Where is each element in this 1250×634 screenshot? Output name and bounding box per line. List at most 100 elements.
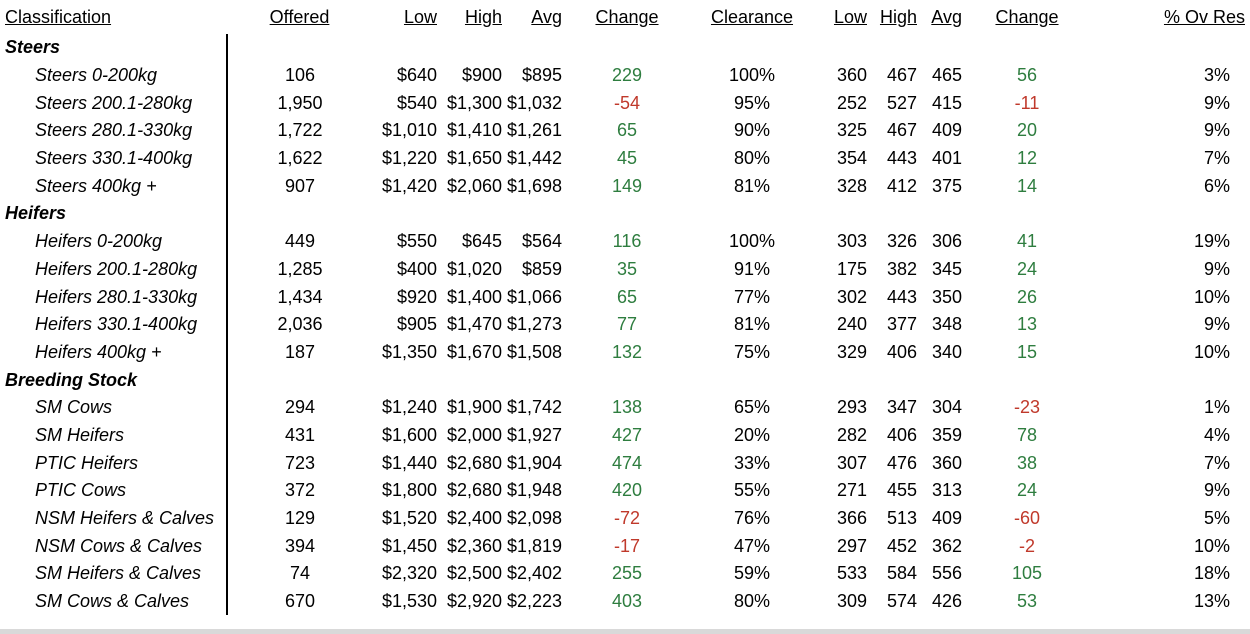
table-row[interactable]: Heifers 330.1-400kg 2,036 $905 $1,470 $1,273… — [0, 310, 1250, 339]
header-avg[interactable]: Avg — [531, 6, 562, 27]
table-row[interactable]: NSM Cows & Calves 394 $1,450 $2,360 $1,819 -1… — [0, 532, 1250, 561]
clearance-cell: 33% — [733, 452, 771, 473]
offered-cell: 187 — [284, 341, 316, 362]
avg-price-cell: $1,904 — [506, 452, 562, 473]
header-offered[interactable]: Offered — [269, 6, 330, 27]
classification-cell: Steers 280.1-330kg — [0, 117, 228, 145]
low-price-cell: $1,350 — [381, 341, 437, 362]
ov-res-cell: 7% — [1203, 452, 1230, 473]
table-row[interactable]: NSM Heifers & Calves 129 $1,520 $2,400 $2,09… — [0, 504, 1250, 533]
change-cell: 65 — [616, 286, 638, 307]
table-row[interactable]: SM Cows 294 $1,240 $1,900 $1,742 138 65% 293 347… — [0, 393, 1250, 422]
clearance-cell: 100% — [728, 231, 776, 252]
empty-cell — [372, 366, 437, 394]
avg-price-cell: $895 — [521, 65, 562, 86]
low-ckg-cell: 366 — [836, 508, 867, 529]
table-row[interactable]: SM Cows & Calves 670 $1,530 $2,920 $2,223 403… — [0, 587, 1250, 616]
avg-ckg-cell: 409 — [931, 120, 962, 141]
header-high[interactable]: High — [464, 6, 502, 27]
offered-cell: 1,622 — [277, 148, 323, 169]
high-ckg-cell: 382 — [886, 258, 917, 279]
low-price-cell: $905 — [396, 314, 437, 335]
avg-price-cell: $2,223 — [506, 591, 562, 612]
high-ckg-cell: 584 — [886, 563, 917, 584]
header-classification[interactable]: Classification — [5, 6, 112, 27]
offered-cell: 74 — [289, 563, 311, 584]
empty-cell — [502, 200, 572, 228]
low-ckg-cell: 328 — [836, 175, 867, 196]
avg-ckg-cell: 306 — [931, 231, 962, 252]
table-row[interactable]: SM Heifers & Calves 74 $2,320 $2,500 $2,402 2… — [0, 560, 1250, 588]
change-ckg-cell: 105 — [1011, 563, 1043, 584]
offered-cell: 2,036 — [277, 314, 323, 335]
offered-cell: 1,722 — [277, 120, 323, 141]
low-ckg-cell: 309 — [836, 591, 867, 612]
table-row[interactable]: Steers 200.1-280kg 1,950 $540 $1,300 $1,032 -… — [0, 89, 1250, 118]
avg-price-cell: $2,402 — [506, 563, 562, 584]
offered-cell: 1,285 — [277, 258, 323, 279]
table-row[interactable]: Steers 0-200kg 106 $640 $900 $895 229 100% 360 4… — [0, 61, 1250, 90]
empty-cell — [917, 200, 962, 228]
table-row[interactable]: PTIC Cows 372 $1,800 $2,680 $1,948 420 55% 271 4… — [0, 477, 1250, 505]
market-table: Classification Offered Low High Avg Chan… — [0, 6, 1250, 616]
change-cell: 474 — [611, 452, 643, 473]
header-low-2[interactable]: Low — [833, 6, 867, 27]
empty-cell — [502, 366, 572, 394]
change-ckg-cell: 41 — [1016, 231, 1038, 252]
low-price-cell: $1,420 — [381, 175, 437, 196]
clearance-cell: 91% — [733, 258, 771, 279]
header-change-2[interactable]: Change — [995, 6, 1059, 27]
table-row[interactable]: Steers 280.1-330kg 1,722 $1,010 $1,410 $1,26… — [0, 117, 1250, 145]
high-ckg-cell: 406 — [886, 424, 917, 445]
table-row[interactable]: PTIC Heifers 723 $1,440 $2,680 $1,904 474 33% 3… — [0, 449, 1250, 477]
table-row[interactable]: Heifers 400kg + 187 $1,350 $1,670 $1,508 132 7… — [0, 338, 1250, 367]
offered-cell: 449 — [284, 231, 316, 252]
ov-res-cell: 4% — [1203, 424, 1230, 445]
high-price-cell: $2,060 — [446, 175, 502, 196]
avg-price-cell: $1,819 — [506, 535, 562, 556]
table-row[interactable]: Heifers 0-200kg 449 $550 $645 $564 116 100% 303… — [0, 227, 1250, 256]
empty-cell — [962, 34, 1092, 62]
ov-res-cell: 10% — [1193, 341, 1230, 362]
classification-cell: PTIC Cows — [0, 477, 228, 505]
change-cell: 77 — [616, 314, 638, 335]
header-high-2[interactable]: High — [879, 6, 917, 27]
header-low[interactable]: Low — [403, 6, 437, 27]
section-row: Heifers — [0, 200, 1250, 228]
table-row[interactable]: Heifers 280.1-330kg 1,434 $920 $1,400 $1,066… — [0, 283, 1250, 311]
low-price-cell: $1,440 — [381, 452, 437, 473]
offered-cell: 1,434 — [277, 286, 323, 307]
table-row[interactable]: Steers 330.1-400kg 1,622 $1,220 $1,650 $1,44… — [0, 144, 1250, 173]
empty-cell — [682, 200, 822, 228]
change-ckg-cell: -11 — [1014, 92, 1040, 113]
high-price-cell: $1,300 — [446, 92, 502, 113]
change-cell: 35 — [616, 258, 638, 279]
avg-ckg-cell: 348 — [931, 314, 962, 335]
header-avg-2[interactable]: Avg — [931, 6, 962, 27]
avg-price-cell: $1,261 — [506, 120, 562, 141]
header-ov-res[interactable]: % Ov Res — [1163, 6, 1245, 27]
change-cell: 427 — [611, 424, 643, 445]
section-title: Breeding Stock — [0, 366, 228, 394]
header-change[interactable]: Change — [595, 6, 659, 27]
classification-cell: SM Cows & Calves — [0, 587, 228, 616]
change-cell: 45 — [616, 148, 638, 169]
change-cell: 138 — [611, 397, 643, 418]
high-ckg-cell: 527 — [886, 92, 917, 113]
high-ckg-cell: 443 — [886, 286, 917, 307]
avg-ckg-cell: 350 — [931, 286, 962, 307]
low-ckg-cell: 271 — [836, 480, 867, 501]
header-clearance[interactable]: Clearance — [710, 6, 794, 27]
empty-cell — [572, 34, 682, 62]
table-row[interactable]: Steers 400kg + 907 $1,420 $2,060 $1,698 149 81… — [0, 172, 1250, 201]
empty-cell — [867, 366, 917, 394]
table-row[interactable]: SM Heifers 431 $1,600 $2,000 $1,927 427 20% 282… — [0, 421, 1250, 450]
high-price-cell: $2,400 — [446, 508, 502, 529]
clearance-cell: 80% — [733, 148, 771, 169]
table-row[interactable]: Heifers 200.1-280kg 1,285 $400 $1,020 $859 35… — [0, 255, 1250, 284]
clearance-cell: 81% — [733, 175, 771, 196]
change-ckg-cell: 14 — [1016, 175, 1038, 196]
high-ckg-cell: 443 — [886, 148, 917, 169]
low-price-cell: $400 — [396, 258, 437, 279]
ov-res-cell: 9% — [1203, 92, 1230, 113]
